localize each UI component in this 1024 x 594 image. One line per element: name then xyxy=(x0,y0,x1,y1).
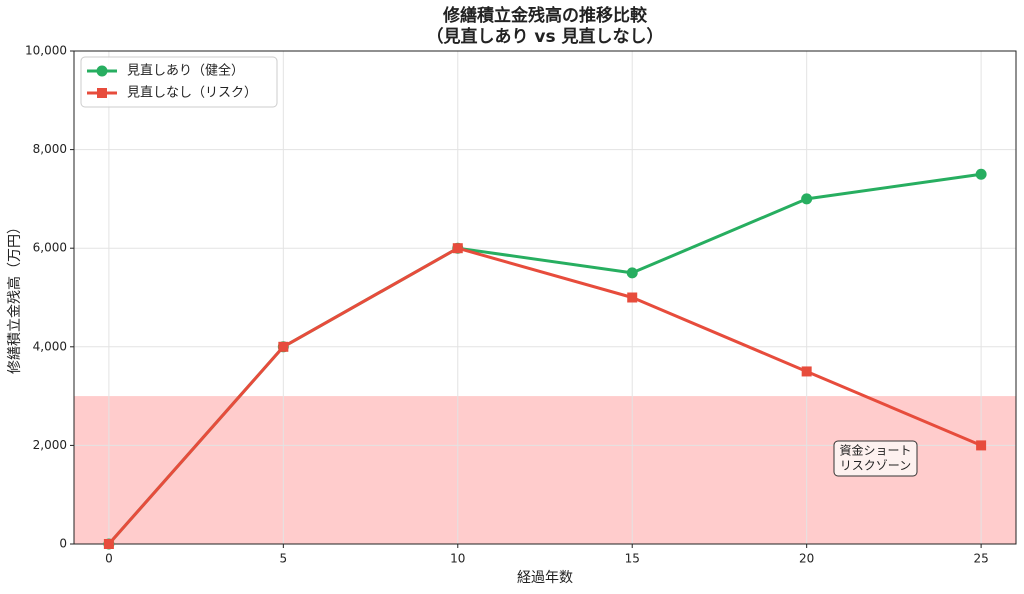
marker xyxy=(976,440,987,451)
marker xyxy=(801,193,813,205)
marker xyxy=(97,88,107,98)
y-tick-label: 6,000 xyxy=(33,241,67,255)
marker xyxy=(975,168,987,180)
chart-title: （見直しあり vs 見直しなし） xyxy=(426,26,663,47)
marker xyxy=(452,243,463,254)
x-axis-label: 経過年数 xyxy=(517,570,573,586)
y-tick-label: 2,000 xyxy=(33,438,67,452)
legend-box xyxy=(80,56,278,108)
marker xyxy=(801,366,812,377)
x-tick-label: 5 xyxy=(280,552,288,566)
marker xyxy=(103,539,114,549)
x-tick-label: 20 xyxy=(799,552,814,566)
annotation-text: リスクゾーン xyxy=(840,459,911,473)
y-axis-label: 修繕積立金残高（万円） xyxy=(6,220,23,374)
marker xyxy=(626,267,638,279)
marker xyxy=(278,341,289,352)
plot-frame xyxy=(73,50,1017,545)
series-line xyxy=(107,246,982,545)
x-tick-label: 0 xyxy=(105,552,113,566)
marker xyxy=(627,292,638,303)
chart-title: 修繕積立金残高の推移比較 xyxy=(442,5,648,26)
annotation-text: 資金ショート xyxy=(839,443,911,458)
y-tick-label: 0 xyxy=(59,537,67,551)
legend-label: 見直しなし（リスク） xyxy=(127,86,257,101)
marker xyxy=(96,65,108,77)
x-tick-label: 15 xyxy=(625,552,640,566)
x-tick-label: 25 xyxy=(973,552,988,566)
y-tick-label: 4,000 xyxy=(33,339,67,353)
x-tick-label: 10 xyxy=(450,552,465,566)
y-tick-label: 10,000 xyxy=(25,44,67,58)
legend-label: 見直しあり（健全） xyxy=(127,63,244,79)
annotation-box xyxy=(833,440,918,477)
y-tick-label: 8,000 xyxy=(33,142,67,156)
